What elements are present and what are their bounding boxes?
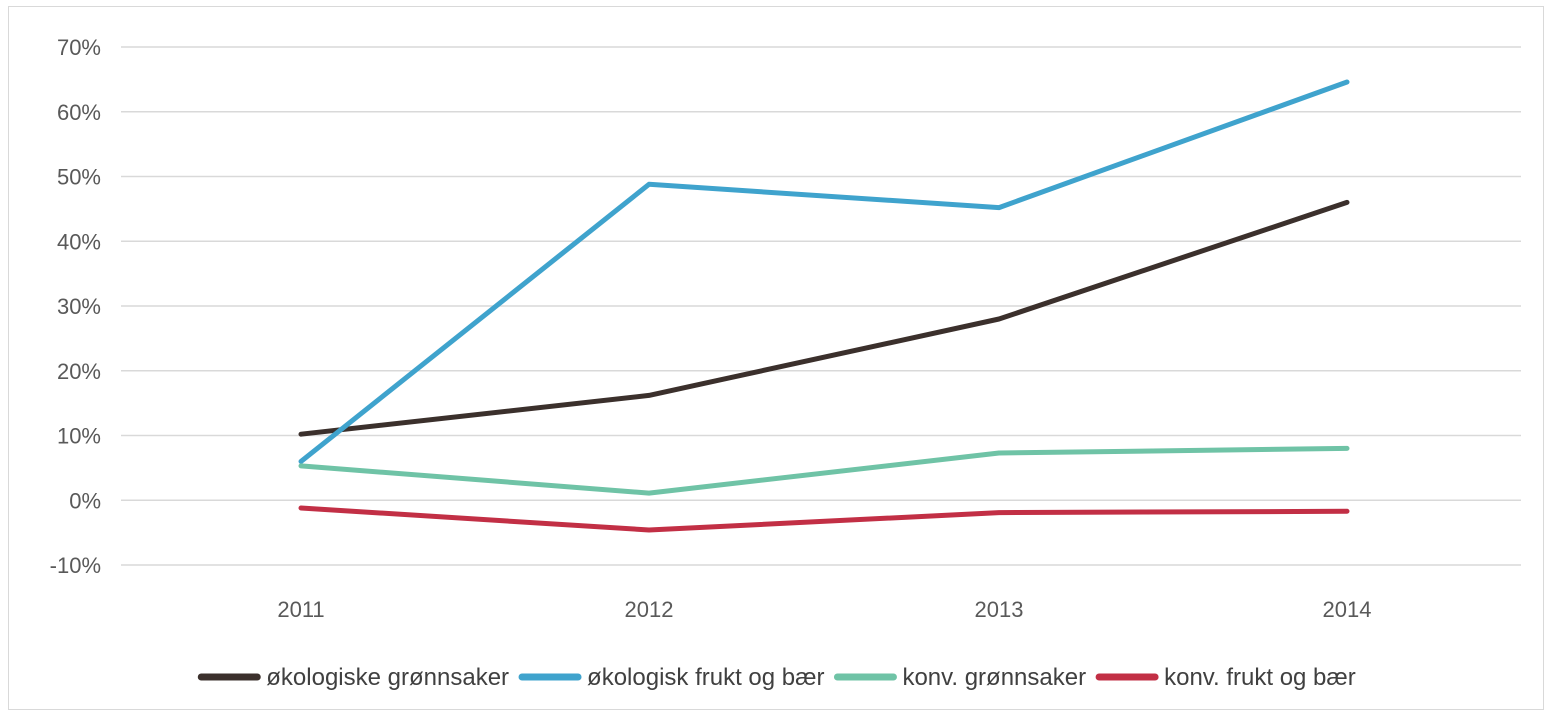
legend-item: konv. grønnsaker bbox=[833, 664, 1086, 691]
y-tick-label: 50% bbox=[57, 165, 101, 190]
series-line-1 bbox=[298, 199, 1350, 437]
chart-frame: 70% 60% 50% 40% 30% 20% 10% 0% -10% 2011 2012 2013… bbox=[8, 6, 1544, 710]
legend-label: konv. grønnsaker bbox=[902, 664, 1086, 691]
x-tick-label: 2014 bbox=[1323, 597, 1372, 622]
legend-item: økologisk frukt og bær bbox=[518, 664, 824, 691]
gridlines bbox=[121, 46, 1521, 566]
legend-item: konv. frukt og bær bbox=[1095, 664, 1356, 691]
y-tick-label: 10% bbox=[57, 424, 101, 449]
x-axis-tick-labels: 2011 2012 2013 2014 bbox=[277, 597, 1371, 622]
series-lines bbox=[298, 79, 1350, 533]
legend-item: økologiske grønnsaker bbox=[197, 664, 509, 691]
series-line-4 bbox=[298, 505, 1350, 533]
y-tick-label: 70% bbox=[57, 35, 101, 60]
y-axis-tick-labels: 70% 60% 50% 40% 30% 20% 10% 0% -10% bbox=[50, 35, 101, 578]
legend-label: økologisk frukt og bær bbox=[587, 664, 824, 691]
y-tick-label: 60% bbox=[57, 100, 101, 125]
x-tick-label: 2011 bbox=[277, 597, 324, 622]
legend: økologiske grønnsaker økologisk frukt og … bbox=[197, 664, 1356, 691]
legend-label: økologiske grønnsaker bbox=[266, 664, 509, 691]
legend-label: konv. frukt og bær bbox=[1164, 664, 1356, 691]
series-line-2 bbox=[298, 79, 1350, 464]
x-tick-label: 2013 bbox=[975, 597, 1024, 622]
y-tick-label: -10% bbox=[50, 553, 101, 578]
line-chart: 70% 60% 50% 40% 30% 20% 10% 0% -10% 2011 2012 2013… bbox=[50, 35, 1521, 691]
y-tick-label: 30% bbox=[57, 294, 101, 319]
y-tick-label: 20% bbox=[57, 359, 101, 384]
y-tick-label: 0% bbox=[69, 488, 101, 513]
series-line-3 bbox=[298, 445, 1350, 496]
x-tick-label: 2012 bbox=[625, 597, 674, 622]
y-tick-label: 40% bbox=[57, 229, 101, 254]
